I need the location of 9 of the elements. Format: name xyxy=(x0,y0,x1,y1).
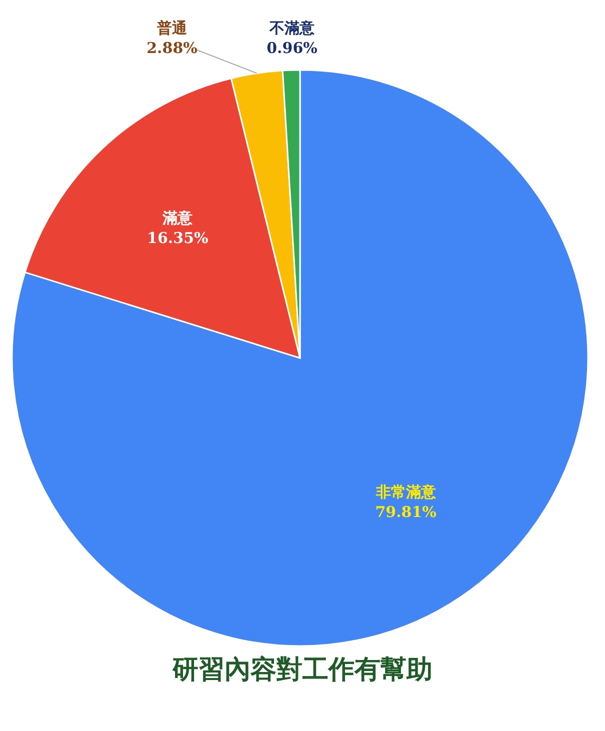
slice-label: 非常滿意 xyxy=(374,482,437,501)
slice-label: 不滿意 xyxy=(268,19,316,37)
data-label: 79.81% xyxy=(375,502,436,521)
data-label: 0.96% xyxy=(266,39,318,57)
slice-label: 普通 xyxy=(156,19,188,37)
text: 研習內容對工作有幫助 xyxy=(172,655,432,685)
data-label: 16.35% xyxy=(147,228,208,247)
slice-label: 滿意 xyxy=(162,208,194,227)
data-label: 2.88% xyxy=(146,39,198,57)
